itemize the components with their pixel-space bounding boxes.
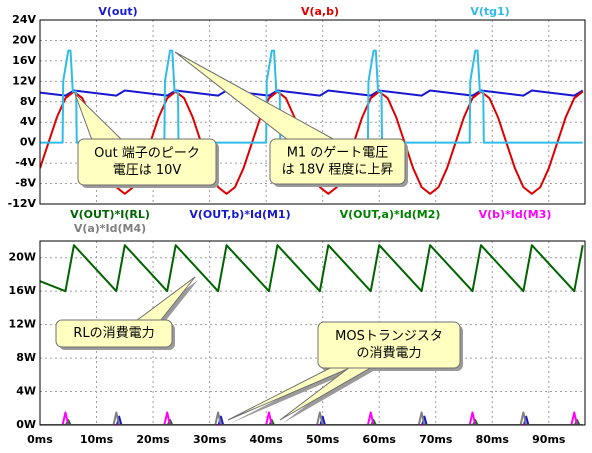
y-tick-label: 20W <box>9 251 36 264</box>
callout-text: RLの消費電力 <box>73 326 154 341</box>
x-tick-label: 40ms <box>249 433 283 446</box>
y-tick-label: 8V <box>20 95 37 108</box>
y-tick-label: 4V <box>20 115 37 128</box>
plot-frame <box>39 19 586 205</box>
x-tick-label: 0ms <box>27 433 53 446</box>
callout-pointer-shadow <box>283 370 375 423</box>
callout-box <box>55 319 173 348</box>
x-tick-label: 80ms <box>476 433 510 446</box>
callout-text: 電圧は 10V <box>113 163 182 178</box>
legend-entry: V(a)*Id(M4) <box>74 222 146 235</box>
y-tick-label: 12W <box>9 318 36 331</box>
callout-box <box>269 138 406 185</box>
x-tick-label: 30ms <box>193 433 227 446</box>
callout-box <box>77 138 217 186</box>
callout-pointer <box>74 93 124 141</box>
legend-entry: V(OUT)*I(RL) <box>70 208 150 221</box>
plot-area <box>40 244 584 425</box>
y-tick-label: 12V <box>12 74 36 87</box>
legend-entry: V(a,b) <box>301 5 339 18</box>
legend-entry: V(OUT,a)*Id(M2) <box>340 208 441 221</box>
callout-text: Out 端子のピーク <box>94 146 200 161</box>
y-tick-label: 8W <box>16 351 36 364</box>
plot-frame <box>39 240 586 426</box>
y-tick-label: -8V <box>15 177 36 190</box>
callout-text: MOSトランジスタ <box>335 329 443 344</box>
series-line <box>40 415 583 425</box>
callout-text: M1 のゲート電圧 <box>287 146 389 161</box>
callout-text: の消費電力 <box>356 346 421 361</box>
series-line <box>40 411 583 425</box>
y-tick-label: 16V <box>12 54 36 67</box>
legend-entry: V(tg1) <box>470 5 509 18</box>
callout-text: は 18V 程度に上昇 <box>282 162 394 178</box>
legend-entry: V(OUT,b)*Id(M1) <box>189 208 290 221</box>
y-tick-label: 16W <box>9 284 36 297</box>
callout-pointer <box>134 276 196 322</box>
x-tick-label: 70ms <box>419 433 453 446</box>
callout-pointer-shadow <box>231 370 355 423</box>
x-tick-label: 50ms <box>306 433 340 446</box>
y-tick-label: 20V <box>12 33 36 46</box>
x-tick-label: 90ms <box>532 433 566 446</box>
y-tick-label: 0W <box>16 418 36 431</box>
y-tick-label: -4V <box>15 156 36 169</box>
x-tick-label: 20ms <box>136 433 170 446</box>
y-tick-label: -12V <box>8 197 37 210</box>
legend-entry: V(out) <box>98 5 137 18</box>
y-tick-label: 0V <box>20 136 37 149</box>
series-line <box>40 244 584 293</box>
y-tick-label: 4W <box>16 385 36 398</box>
callout-box <box>317 321 461 369</box>
legend-entry: V(b)*Id(M3) <box>479 208 552 221</box>
series-line <box>40 49 583 144</box>
callout-pointer <box>174 51 336 141</box>
x-tick-label: 10ms <box>80 433 114 446</box>
x-tick-label: 60ms <box>363 433 397 446</box>
y-tick-label: 24V <box>12 13 36 26</box>
series-line <box>40 89 584 97</box>
